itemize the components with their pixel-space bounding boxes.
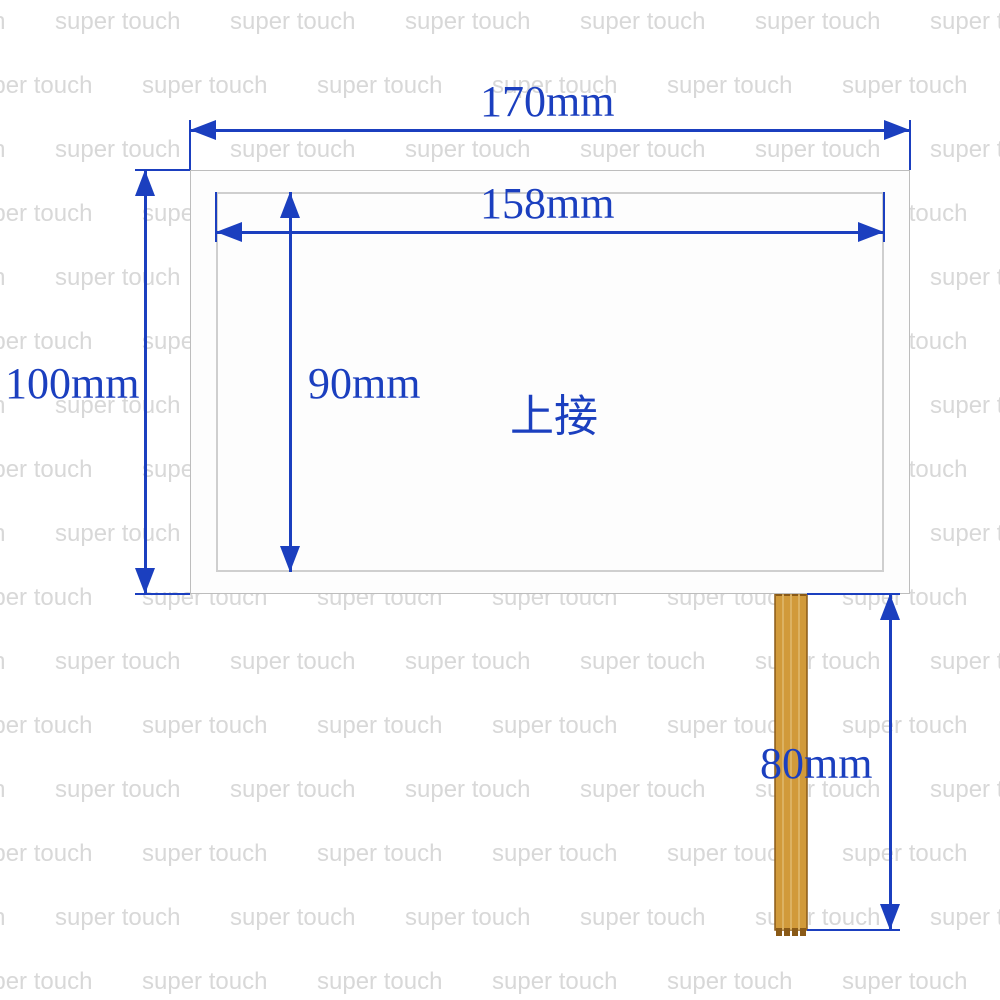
watermark-text: super touch [0, 328, 92, 356]
dimension-arrow [880, 594, 900, 620]
watermark-text: super touch [405, 648, 530, 676]
diagram-stage: super touch super touch super touch super t… [0, 0, 1000, 1000]
watermark-text: super touch [492, 968, 617, 996]
watermark-text: super touch [580, 8, 705, 36]
dim-line-height-outer [144, 170, 147, 594]
watermark-text: super touch [930, 520, 1000, 548]
dimension-arrow [190, 120, 216, 140]
watermark-text: super touch [405, 8, 530, 36]
dim-label-height-inner: 90mm [308, 358, 420, 409]
watermark-text: super touch [930, 264, 1000, 292]
watermark-text: super touch [0, 584, 92, 612]
dim-line-ribbon [889, 594, 892, 930]
watermark-text: super touch [755, 8, 880, 36]
dimension-arrow [880, 904, 900, 930]
watermark-text: super touch [230, 8, 355, 36]
watermark-text: super touch [0, 264, 5, 292]
watermark-text: super touch [580, 136, 705, 164]
watermark-text: super touch [230, 776, 355, 804]
watermark-text: super touch [0, 776, 5, 804]
watermark-text: super touch [317, 840, 442, 868]
watermark-text: super touch [230, 904, 355, 932]
watermark-text: super touch [0, 8, 5, 36]
watermark-text: super touch [317, 712, 442, 740]
watermark-text: super touch [842, 968, 967, 996]
watermark-text: super touch [142, 968, 267, 996]
watermark-text: super touch [0, 136, 5, 164]
watermark-text: super touch [55, 136, 180, 164]
watermark-text: super touch [142, 72, 267, 100]
watermark-text: super touch [230, 136, 355, 164]
watermark-text: super touch [842, 72, 967, 100]
watermark-text: super touch [230, 648, 355, 676]
watermark-text: super touch [0, 520, 5, 548]
watermark-text: super touch [580, 904, 705, 932]
watermark-text: super touch [580, 776, 705, 804]
watermark-text: super touch [492, 840, 617, 868]
watermark-text: super touch [142, 840, 267, 868]
watermark-text: super touch [0, 968, 92, 996]
dim-line-width-inner [216, 231, 884, 234]
watermark-text: super touch [142, 712, 267, 740]
dimension-arrow [858, 222, 884, 242]
watermark-text: super touch [55, 8, 180, 36]
dim-line-height-inner [289, 192, 292, 572]
watermark-text: super touch [405, 904, 530, 932]
watermark-text: super touch [930, 904, 1000, 932]
dim-label-height-outer: 100mm [5, 358, 139, 409]
watermark-text: super touch [755, 136, 880, 164]
dim-label-width-outer: 170mm [480, 76, 614, 127]
watermark-text: super touch [55, 264, 180, 292]
watermark-text: super touch [55, 904, 180, 932]
dim-label-width-inner: 158mm [480, 178, 614, 229]
dim-label-ribbon: 80mm [760, 738, 872, 789]
watermark-text: super touch [580, 648, 705, 676]
watermark-text: super touch [0, 456, 92, 484]
watermark-text: super touch [492, 712, 617, 740]
watermark-text: super touch [405, 136, 530, 164]
watermark-text: super touch [0, 904, 5, 932]
watermark-text: super touch [930, 776, 1000, 804]
watermark-text: super touch [55, 520, 180, 548]
watermark-text: super touch [930, 392, 1000, 420]
watermark-text: super touch [317, 968, 442, 996]
watermark-text: super touch [930, 8, 1000, 36]
dimension-arrow [135, 568, 155, 594]
watermark-text: super touch [0, 72, 92, 100]
watermark-text: super touch [0, 200, 92, 228]
watermark-text: super touch [667, 72, 792, 100]
watermark-text: super touch [405, 776, 530, 804]
watermark-text: super touch [317, 72, 442, 100]
dimension-arrow [884, 120, 910, 140]
watermark-text: super touch [930, 136, 1000, 164]
watermark-text: super touch [0, 712, 92, 740]
watermark-text: super touch [667, 968, 792, 996]
watermark-text: super touch [842, 712, 967, 740]
dim-line-width-outer [190, 129, 910, 132]
dimension-arrow [280, 192, 300, 218]
watermark-text: super touch [930, 648, 1000, 676]
watermark-text: super touch [55, 648, 180, 676]
watermark-text: super touch [0, 840, 92, 868]
watermark-text: super touch [55, 776, 180, 804]
dimension-arrow [135, 170, 155, 196]
watermark-text: super touch [0, 648, 5, 676]
center-label: 上接 [510, 380, 598, 444]
watermark-text: super touch [842, 840, 967, 868]
dimension-arrow [216, 222, 242, 242]
dimension-arrow [280, 546, 300, 572]
